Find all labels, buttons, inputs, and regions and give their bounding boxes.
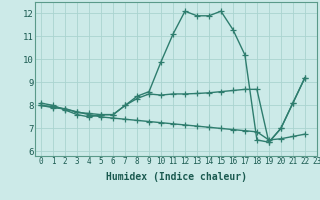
X-axis label: Humidex (Indice chaleur): Humidex (Indice chaleur) bbox=[106, 172, 246, 182]
